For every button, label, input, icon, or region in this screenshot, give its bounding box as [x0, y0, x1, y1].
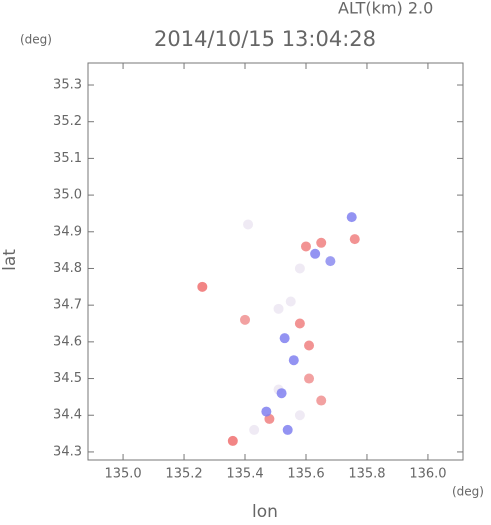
echo-point [249, 424, 260, 435]
echo-point [261, 406, 272, 417]
echo-point [349, 234, 360, 245]
chart-title: 2014/10/15 13:04:28 [154, 27, 376, 51]
echo-point [282, 424, 293, 435]
altitude-label: ALT(km) 2.0 [338, 0, 433, 18]
y-tick-label: 34.5 [53, 371, 82, 386]
echo-point [300, 241, 311, 252]
y-tick-label: 34.4 [53, 408, 82, 423]
echo-point [310, 248, 321, 259]
echo-point [243, 219, 254, 230]
y-tick-label: 34.6 [53, 334, 82, 349]
y-tick-label: 35.2 [53, 114, 82, 129]
y-tick-label: 35.0 [53, 188, 82, 203]
y-tick-label: 34.8 [53, 261, 82, 276]
y-tick-label: 34.3 [53, 444, 82, 459]
echo-point [279, 333, 290, 344]
echo-point [304, 340, 315, 351]
x-tick-label: 135.8 [348, 467, 385, 482]
echo-point [304, 373, 315, 384]
y-unit: (deg) [20, 33, 52, 47]
x-tick-label: 135.6 [287, 467, 324, 482]
echo-point [294, 410, 305, 421]
echo-point [285, 296, 296, 307]
x-tick-label: 135.4 [226, 467, 263, 482]
echo-point [240, 314, 251, 325]
plot-frame [87, 62, 464, 461]
y-tick-label: 34.9 [53, 224, 82, 239]
y-axis-title: lat [0, 249, 20, 271]
echo-point [346, 212, 357, 223]
echo-point [276, 388, 287, 399]
echo-point [316, 237, 327, 248]
y-tick-label: 34.7 [53, 298, 82, 313]
echo-point [316, 395, 327, 406]
echo-point [325, 256, 336, 267]
echo-point [294, 263, 305, 274]
y-tick-label: 35.3 [53, 78, 82, 93]
echo-point [227, 435, 238, 446]
echo-point [273, 303, 284, 314]
x-axis-title: lon [252, 502, 278, 521]
x-tick-label: 136.0 [409, 467, 446, 482]
y-tick-label: 35.1 [53, 151, 82, 166]
x-unit: (deg) [452, 485, 484, 499]
echo-point [288, 355, 299, 366]
x-tick-label: 135.2 [165, 467, 202, 482]
x-tick-label: 135.0 [104, 467, 141, 482]
echo-point [197, 281, 208, 292]
echo-point [294, 318, 305, 329]
